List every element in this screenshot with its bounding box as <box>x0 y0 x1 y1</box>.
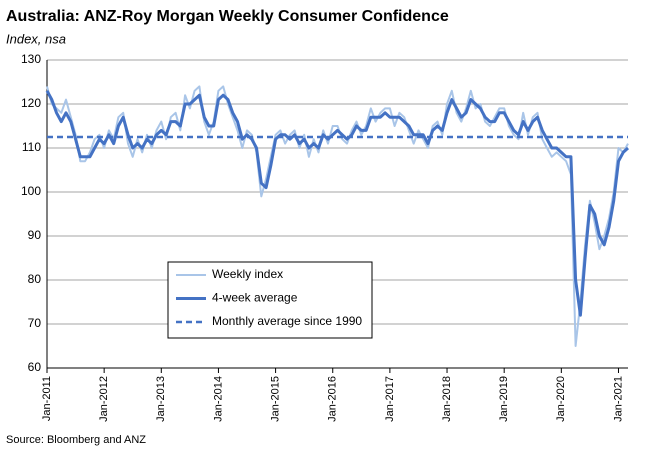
legend-label: Monthly average since 1990 <box>212 314 362 328</box>
y-tick-label: 80 <box>28 272 42 286</box>
source-note: Source: Bloomberg and ANZ <box>6 434 146 446</box>
x-tick-label: Jan-2013 <box>155 376 167 422</box>
x-tick-label: Jan-2021 <box>612 376 624 422</box>
x-tick-label: Jan-2016 <box>327 376 339 422</box>
x-tick-label: Jan-2011 <box>41 376 53 421</box>
legend: Weekly index 4-week average Monthly averag… <box>167 261 373 339</box>
y-tick-label: 130 <box>21 52 41 66</box>
x-tick-label: Jan-2018 <box>441 376 453 422</box>
x-tick-label: Jan-2017 <box>384 376 396 422</box>
x-tick-label: Jan-2014 <box>212 376 224 422</box>
y-tick-label: 90 <box>28 228 42 242</box>
y-tick-label: 60 <box>28 360 42 374</box>
y-tick-label: 120 <box>21 96 41 110</box>
x-tick-label: Jan-2020 <box>555 376 567 422</box>
legend-label: 4-week average <box>212 291 298 305</box>
legend-label: Weekly index <box>212 267 283 281</box>
x-tick-label: Jan-2015 <box>269 376 281 422</box>
y-tick-label: 70 <box>28 316 42 330</box>
x-tick-label: Jan-2019 <box>498 376 510 422</box>
series-line <box>45 90 630 317</box>
x-tick-label: Jan-2012 <box>98 376 110 422</box>
y-tick-label: 110 <box>22 140 41 154</box>
chart-subtitle: Index, nsa <box>6 31 66 46</box>
y-tick-label: 100 <box>21 184 41 198</box>
chart-title: Australia: ANZ-Roy Morgan Weekly Consume… <box>6 8 449 25</box>
